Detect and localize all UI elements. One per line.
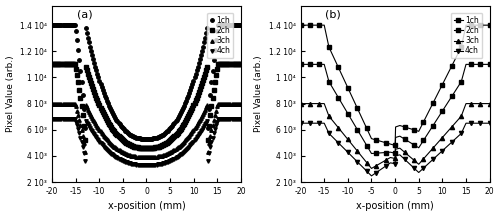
4ch xyxy=(232,118,238,121)
3ch xyxy=(366,164,372,166)
4ch xyxy=(218,118,224,121)
3ch xyxy=(143,156,149,158)
X-axis label: x-position (mm): x-position (mm) xyxy=(108,201,186,211)
Legend: 1ch, 2ch, 3ch, 4ch: 1ch, 2ch, 3ch, 4ch xyxy=(450,13,482,58)
2ch xyxy=(436,114,442,117)
1ch xyxy=(322,28,328,31)
2ch xyxy=(143,147,149,149)
1ch xyxy=(232,24,238,26)
4ch xyxy=(402,158,407,161)
4ch xyxy=(143,164,149,166)
3ch xyxy=(322,105,328,107)
1ch xyxy=(366,131,372,134)
3ch xyxy=(238,102,244,105)
1ch xyxy=(49,24,55,26)
Text: (b): (b) xyxy=(325,10,341,20)
3ch xyxy=(402,151,407,153)
2ch xyxy=(393,136,399,139)
3ch xyxy=(71,102,77,105)
4ch xyxy=(298,122,304,125)
Text: (a): (a) xyxy=(76,10,92,20)
2ch xyxy=(71,63,77,66)
2ch xyxy=(88,82,94,85)
4ch xyxy=(393,154,399,157)
4ch xyxy=(238,118,244,121)
4ch xyxy=(121,160,127,163)
X-axis label: x-position (mm): x-position (mm) xyxy=(356,201,434,211)
2ch xyxy=(366,147,372,150)
4ch xyxy=(71,118,77,121)
1ch xyxy=(436,89,442,91)
1ch xyxy=(52,24,58,26)
1ch xyxy=(88,50,94,52)
4ch xyxy=(322,124,328,127)
1ch xyxy=(298,24,304,26)
3ch xyxy=(232,102,238,105)
3ch xyxy=(52,102,58,105)
4ch xyxy=(368,175,374,177)
1ch xyxy=(486,24,492,26)
Legend: 1ch, 2ch, 3ch, 4ch: 1ch, 2ch, 3ch, 4ch xyxy=(208,13,234,58)
2ch xyxy=(232,63,238,66)
1ch xyxy=(143,138,149,140)
Line: 2ch: 2ch xyxy=(298,62,492,156)
2ch xyxy=(298,63,304,66)
3ch xyxy=(418,160,424,162)
4ch xyxy=(418,169,424,171)
4ch xyxy=(436,152,442,155)
2ch xyxy=(418,142,424,145)
2ch xyxy=(121,140,127,142)
2ch xyxy=(486,63,492,66)
1ch xyxy=(402,126,407,128)
2ch xyxy=(368,152,374,155)
3ch xyxy=(88,114,94,117)
1ch xyxy=(393,125,399,128)
3ch xyxy=(218,102,224,105)
3ch xyxy=(393,148,399,150)
Line: 1ch: 1ch xyxy=(298,23,492,148)
3ch xyxy=(298,102,304,105)
4ch xyxy=(88,128,94,131)
1ch xyxy=(238,24,244,26)
4ch xyxy=(486,122,492,125)
2ch xyxy=(49,63,55,66)
1ch xyxy=(392,144,398,147)
2ch xyxy=(238,63,244,66)
4ch xyxy=(49,118,55,121)
3ch xyxy=(368,167,374,170)
3ch xyxy=(121,151,127,154)
Line: 4ch: 4ch xyxy=(298,121,492,178)
2ch xyxy=(402,138,407,140)
3ch xyxy=(49,102,55,105)
1ch xyxy=(121,128,127,131)
1ch xyxy=(71,24,77,26)
Line: 2ch: 2ch xyxy=(50,63,243,150)
2ch xyxy=(218,63,224,66)
Line: 1ch: 1ch xyxy=(50,23,243,141)
2ch xyxy=(322,67,328,69)
3ch xyxy=(436,140,442,142)
1ch xyxy=(218,24,224,26)
Y-axis label: Pixel Value (arb.): Pixel Value (arb.) xyxy=(254,56,263,132)
Line: 3ch: 3ch xyxy=(298,102,492,171)
Line: 4ch: 4ch xyxy=(50,118,243,167)
3ch xyxy=(486,102,492,105)
4ch xyxy=(366,172,372,174)
4ch xyxy=(52,118,58,121)
Y-axis label: Pixel Value (arb.): Pixel Value (arb.) xyxy=(6,56,15,132)
1ch xyxy=(418,124,424,127)
2ch xyxy=(52,63,58,66)
Line: 3ch: 3ch xyxy=(50,102,243,159)
